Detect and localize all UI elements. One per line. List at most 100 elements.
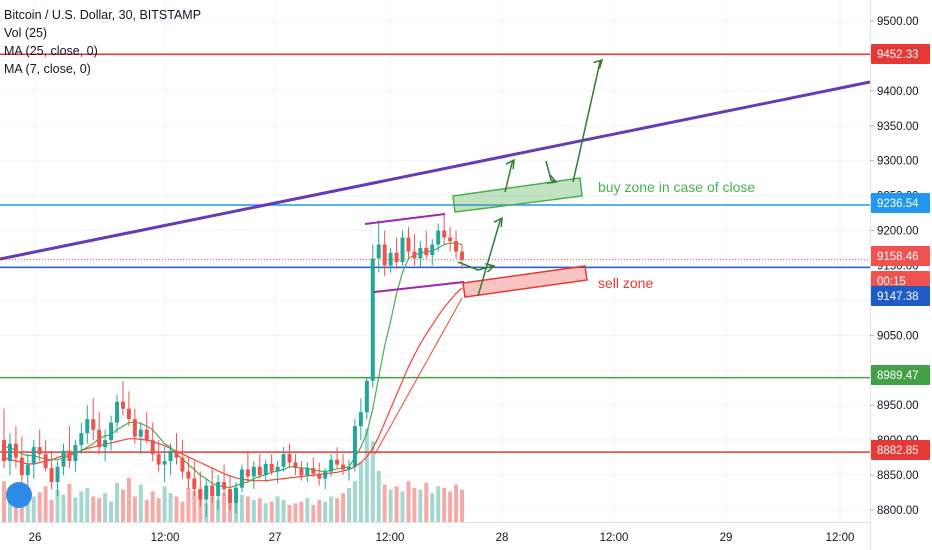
- price-tick-label: 9400.00: [877, 86, 919, 98]
- forecast-arrow[interactable]: [572, 59, 603, 183]
- candle-body: [198, 489, 203, 500]
- time-tick-label: 12:00: [600, 532, 629, 544]
- time-tick-label: 12:00: [376, 532, 405, 544]
- channel-bottom-line[interactable]: [373, 281, 465, 293]
- candle-body: [67, 450, 72, 462]
- tradingview-logo-icon[interactable]: [6, 482, 32, 508]
- candle-body: [341, 464, 346, 470]
- volume-bar: [329, 496, 334, 522]
- volume-bars: [2, 428, 464, 522]
- candle-body: [132, 419, 137, 437]
- candle-body: [269, 463, 274, 472]
- long-trendline[interactable]: [0, 80, 871, 261]
- candle-body: [126, 408, 131, 420]
- candle-body: [228, 489, 233, 504]
- volume-bar: [174, 496, 179, 522]
- candle-body: [25, 464, 30, 476]
- price-tick-label: 8800.00: [877, 505, 919, 517]
- candle-body: [13, 443, 18, 458]
- price-tick-label: 9200.00: [877, 226, 919, 238]
- candle-body: [293, 462, 298, 469]
- candlesticks: [2, 213, 464, 517]
- price-axis: 8800.008850.008900.008950.009000.009050.…: [870, 0, 932, 550]
- candle-body: [424, 248, 429, 256]
- volume-bar: [109, 501, 114, 522]
- volume-bar: [346, 488, 351, 522]
- volume-bar: [335, 498, 340, 522]
- volume-bar: [394, 486, 399, 522]
- volume-bar: [293, 503, 298, 522]
- candle-body: [120, 401, 125, 409]
- legend-ma25[interactable]: MA (25, close, 0): [4, 44, 98, 58]
- volume-bar: [442, 488, 447, 522]
- volume-bar: [388, 489, 393, 522]
- volume-bar: [144, 499, 149, 522]
- candle-body: [168, 450, 173, 462]
- buy-zone-box[interactable]: [452, 177, 583, 213]
- price-tick-label: 9500.00: [877, 16, 919, 28]
- candle-body: [245, 469, 250, 477]
- volume-bar: [103, 493, 108, 522]
- candle-body: [216, 482, 221, 497]
- sell-zone-box[interactable]: [462, 265, 588, 298]
- candle-body: [2, 440, 6, 462]
- candle-body: [19, 457, 24, 476]
- volume-bar: [239, 494, 244, 522]
- candle-body: [335, 459, 340, 465]
- volume-bar: [352, 481, 357, 522]
- horizontal-levels: [0, 53, 870, 453]
- volume-bar: [257, 498, 262, 522]
- candle-body: [376, 244, 381, 259]
- legend-ma7[interactable]: MA (7, close, 0): [4, 62, 91, 76]
- price-label-text: 9236.54: [877, 198, 919, 210]
- candle-body: [204, 485, 209, 500]
- volume-bar: [263, 503, 268, 522]
- forecast-arrow[interactable]: [457, 261, 495, 271]
- candle-body: [103, 440, 108, 448]
- volume-bar: [281, 499, 286, 522]
- candle-body: [448, 237, 453, 242]
- volume-bar: [412, 488, 417, 522]
- ma7-line: [4, 242, 463, 489]
- volume-bar: [216, 499, 221, 522]
- candle-body: [97, 429, 102, 448]
- candle-body: [364, 380, 369, 413]
- candle-body: [251, 466, 256, 477]
- volume-bar: [269, 501, 274, 522]
- volume-bar: [251, 499, 256, 522]
- volume-bar: [323, 501, 328, 522]
- volume-bar: [275, 496, 280, 522]
- volume-bar: [376, 471, 381, 522]
- candle-body: [263, 463, 268, 476]
- candle-body: [186, 471, 191, 479]
- volume-bar: [126, 477, 131, 522]
- legend-volume[interactable]: Vol (25): [4, 26, 48, 40]
- volume-bar: [358, 462, 363, 522]
- volume-bar: [168, 493, 173, 522]
- price-label-text: 9147.38: [877, 291, 919, 303]
- volume-bar: [91, 496, 96, 522]
- volume-bar: [49, 499, 54, 522]
- price-label-badge: [871, 365, 930, 385]
- forecast-arrow-head: [493, 216, 503, 228]
- candle-body: [257, 466, 262, 476]
- candle-body: [43, 454, 48, 469]
- candle-body: [61, 450, 66, 467]
- volume-bar: [150, 491, 155, 522]
- candle-body: [275, 466, 280, 472]
- price-label-badge: [871, 246, 930, 266]
- candle-body: [418, 248, 423, 259]
- volume-bar: [454, 484, 459, 522]
- volume-bar: [192, 491, 197, 522]
- volume-bar: [460, 489, 464, 522]
- price-tick-label: 9350.00: [877, 121, 919, 133]
- forecast-arrow[interactable]: [545, 160, 557, 183]
- price-tick-label: 9050.00: [877, 330, 919, 342]
- legend-title: Bitcoin / U.S. Dollar, 30, BITSTAMP: [4, 8, 202, 22]
- volume-bar: [37, 492, 42, 522]
- volume-bar: [228, 498, 233, 522]
- volume-bar: [61, 494, 66, 522]
- candle-body: [144, 429, 149, 441]
- channel-top-line[interactable]: [364, 213, 446, 225]
